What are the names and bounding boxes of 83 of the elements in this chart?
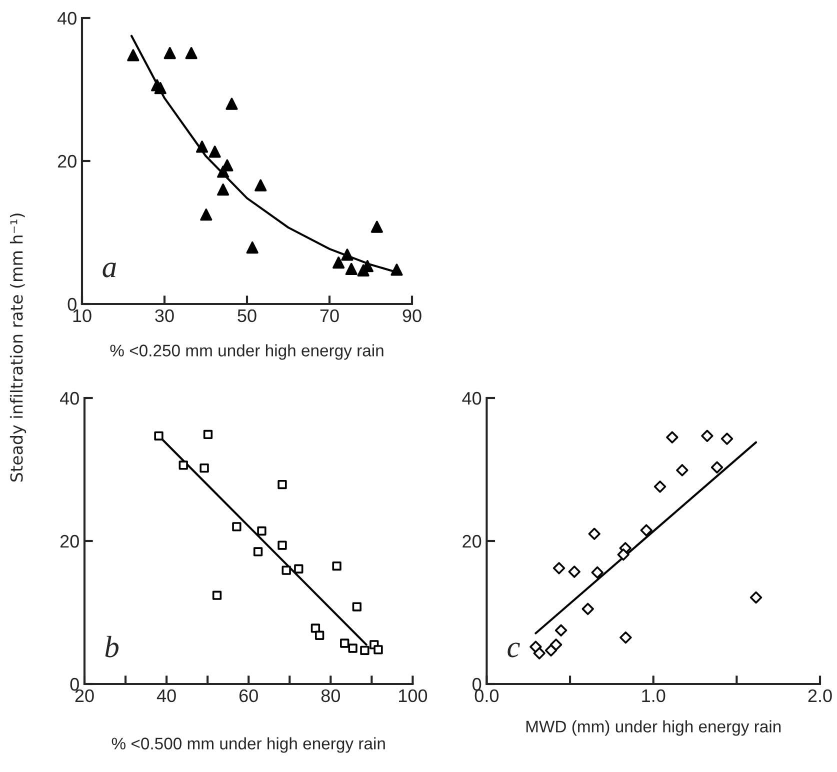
point (310, 624, 320, 633)
annotation: a (102, 262, 116, 278)
x-tick-label: 70 (320, 309, 339, 322)
point (750, 591, 762, 604)
point (246, 241, 258, 254)
point (620, 631, 632, 644)
y-tick-label: 40 (60, 392, 79, 405)
point (164, 46, 176, 60)
point (232, 522, 242, 532)
annotation: b (105, 636, 119, 658)
point (676, 464, 688, 476)
point (533, 647, 546, 660)
y-tick-label: 0 (472, 678, 482, 691)
point (278, 480, 287, 490)
point (345, 262, 358, 276)
point (554, 624, 568, 636)
point (588, 528, 600, 540)
x-tick-label: 100 (399, 689, 428, 702)
point (332, 561, 342, 571)
point (617, 548, 630, 561)
y-tick-label: 20 (462, 534, 482, 548)
point (390, 264, 403, 276)
point (226, 98, 238, 110)
point (294, 564, 304, 574)
point (314, 630, 324, 640)
x-tick-label: 1.0 (642, 689, 666, 702)
point (591, 566, 604, 579)
point (370, 220, 383, 233)
point (568, 566, 580, 578)
point (654, 480, 666, 493)
x-axis-title: MWD (mm) under high energy rain (526, 720, 781, 736)
point (196, 140, 208, 153)
point (253, 547, 263, 556)
y-axis-title: Steady infiltration rate (mm h⁻¹) (10, 214, 26, 482)
point (348, 644, 358, 653)
y-tick-label: 0 (70, 678, 79, 691)
point (212, 590, 222, 600)
x-tick-label: 80 (321, 689, 340, 702)
point (332, 256, 345, 269)
annotation: c (508, 642, 520, 658)
y-tick-label: 20 (58, 154, 76, 168)
y-tick-label: 40 (462, 392, 482, 405)
point (582, 602, 594, 616)
y-tick-label: 0 (68, 298, 76, 311)
x-axis-title: % <0.250 mm under high energy rain (110, 344, 384, 360)
x-tick-label: 90 (402, 309, 422, 322)
x-tick-label: 0.0 (474, 689, 499, 702)
y-tick-label: 20 (60, 534, 79, 548)
point (352, 602, 362, 612)
point (217, 184, 230, 196)
point (203, 430, 213, 440)
point (254, 179, 267, 192)
point (666, 431, 678, 444)
point (282, 566, 291, 575)
point (154, 431, 164, 440)
point (208, 146, 221, 158)
point (720, 432, 734, 445)
point (257, 526, 266, 536)
x-tick-label: 50 (238, 309, 256, 322)
x-tick-label: 60 (239, 689, 258, 702)
point (178, 460, 188, 470)
point (278, 540, 287, 550)
point (200, 463, 209, 473)
point (552, 562, 566, 574)
point (185, 46, 198, 60)
point (200, 208, 212, 221)
x-tick-label: 2.0 (808, 689, 832, 702)
point (340, 638, 350, 648)
x-tick-label: 30 (155, 309, 174, 322)
point (640, 524, 652, 536)
x-tick-label: 10 (73, 309, 92, 322)
y-tick-label: 40 (57, 12, 76, 25)
point (701, 430, 714, 442)
point (154, 82, 166, 94)
point (550, 638, 562, 651)
point (341, 248, 354, 261)
point (217, 166, 230, 178)
x-axis-title: % <0.500 mm under high energy rain (112, 737, 385, 753)
point (127, 49, 140, 62)
point (360, 646, 370, 655)
x-tick-label: 40 (156, 689, 176, 702)
point (710, 461, 724, 474)
point (374, 645, 383, 654)
